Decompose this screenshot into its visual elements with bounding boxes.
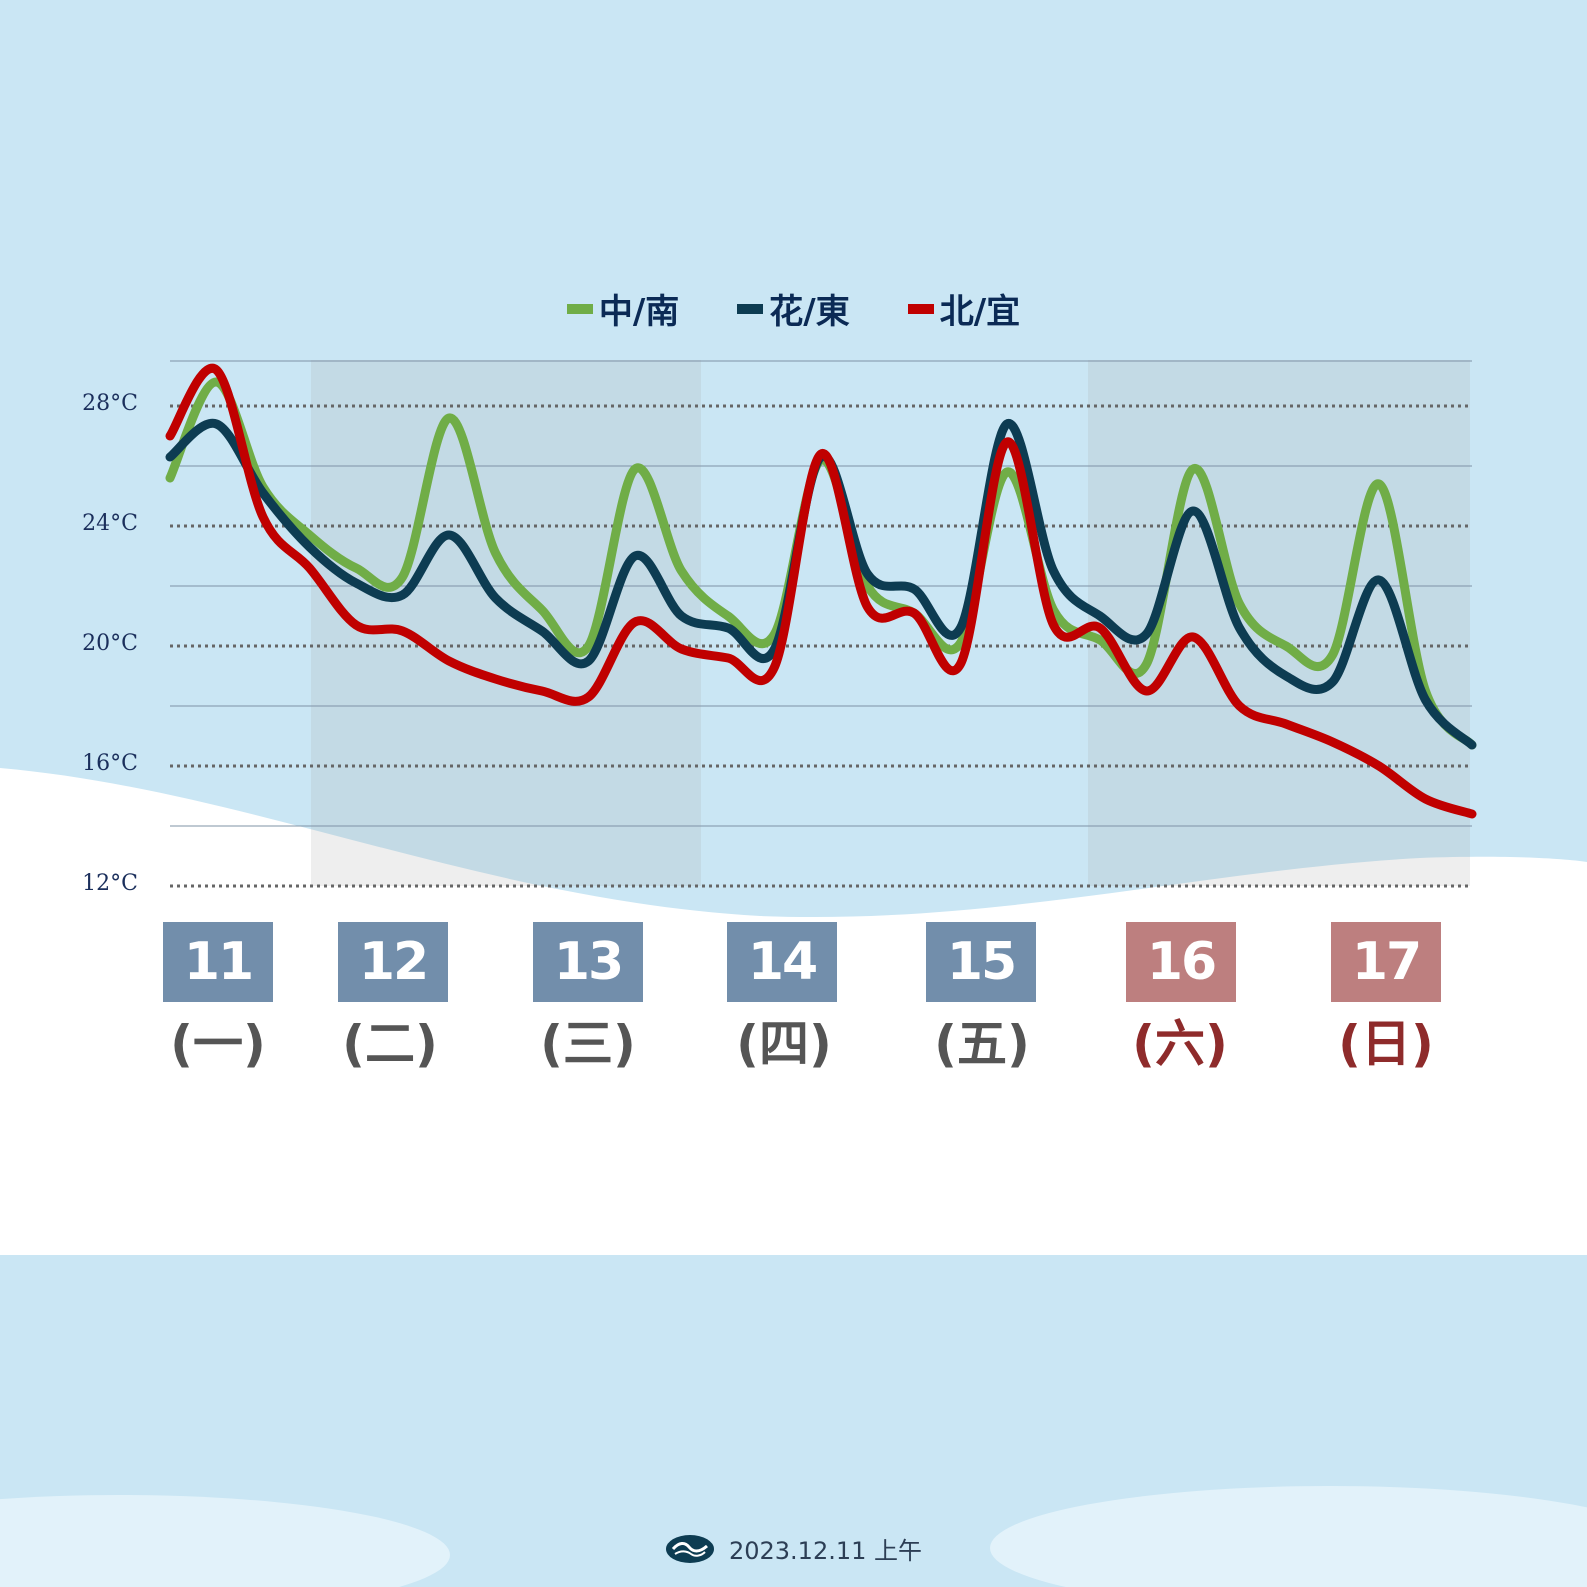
weekday-label-mon: (一): [170, 1015, 266, 1073]
issue-date-text: 2023.12.11 上午: [728, 1537, 923, 1565]
cwa-logo-icon: [665, 1534, 714, 1563]
date-box-15: 15: [926, 922, 1036, 1002]
series-line-2: [165, 363, 1477, 819]
legend-label-north-yilan: 北/宜: [939, 292, 1021, 332]
weekday-label-wed: (三): [540, 1015, 636, 1073]
legend-item-north-yilan: 北/宜: [907, 284, 1021, 333]
date-box-17: 17: [1331, 922, 1441, 1002]
grid-layer: [170, 360, 1472, 888]
series-layer: [165, 363, 1477, 819]
legend-label-central-south: 中/南: [598, 292, 680, 332]
weekday-label-sat: (六): [1132, 1015, 1228, 1073]
weekday-label-thu: (四): [736, 1015, 832, 1073]
date-box-13: 13: [533, 922, 643, 1002]
footer: 2023.12.11 上午: [0, 1531, 1587, 1566]
y-tick-label: 12°C: [82, 871, 138, 896]
y-tick-label: 24°C: [82, 511, 138, 536]
date-box-11: 11: [163, 922, 273, 1002]
legend-item-central-south: 中/南: [566, 284, 680, 333]
date-box-14: 14: [727, 922, 837, 1002]
y-tick-label: 28°C: [82, 391, 138, 416]
legend-swatch-hualien-taitung: [737, 303, 764, 314]
legend-swatch-north-yilan: [907, 303, 934, 314]
weekend-shade-layer: [311, 360, 1470, 886]
y-tick-label: 16°C: [82, 751, 138, 776]
chart-legend: 中/南 花/東 北/宜: [0, 284, 1587, 333]
legend-swatch-central-south: [566, 303, 593, 314]
date-box-16: 16: [1126, 922, 1236, 1002]
legend-item-hualien-taitung: 花/東: [737, 284, 850, 333]
weekday-label-tue: (二): [342, 1015, 438, 1073]
y-tick-label: 20°C: [82, 631, 138, 656]
date-box-12: 12: [338, 922, 448, 1002]
cloud-shape-right: [990, 1486, 1587, 1587]
legend-label-hualien-taitung: 花/東: [769, 292, 850, 332]
snow-hill-shape: [0, 768, 1587, 1255]
weekday-label-fri: (五): [934, 1015, 1030, 1073]
cloud-shape-left: [0, 1495, 450, 1587]
weekday-label-sun: (日): [1338, 1015, 1434, 1073]
